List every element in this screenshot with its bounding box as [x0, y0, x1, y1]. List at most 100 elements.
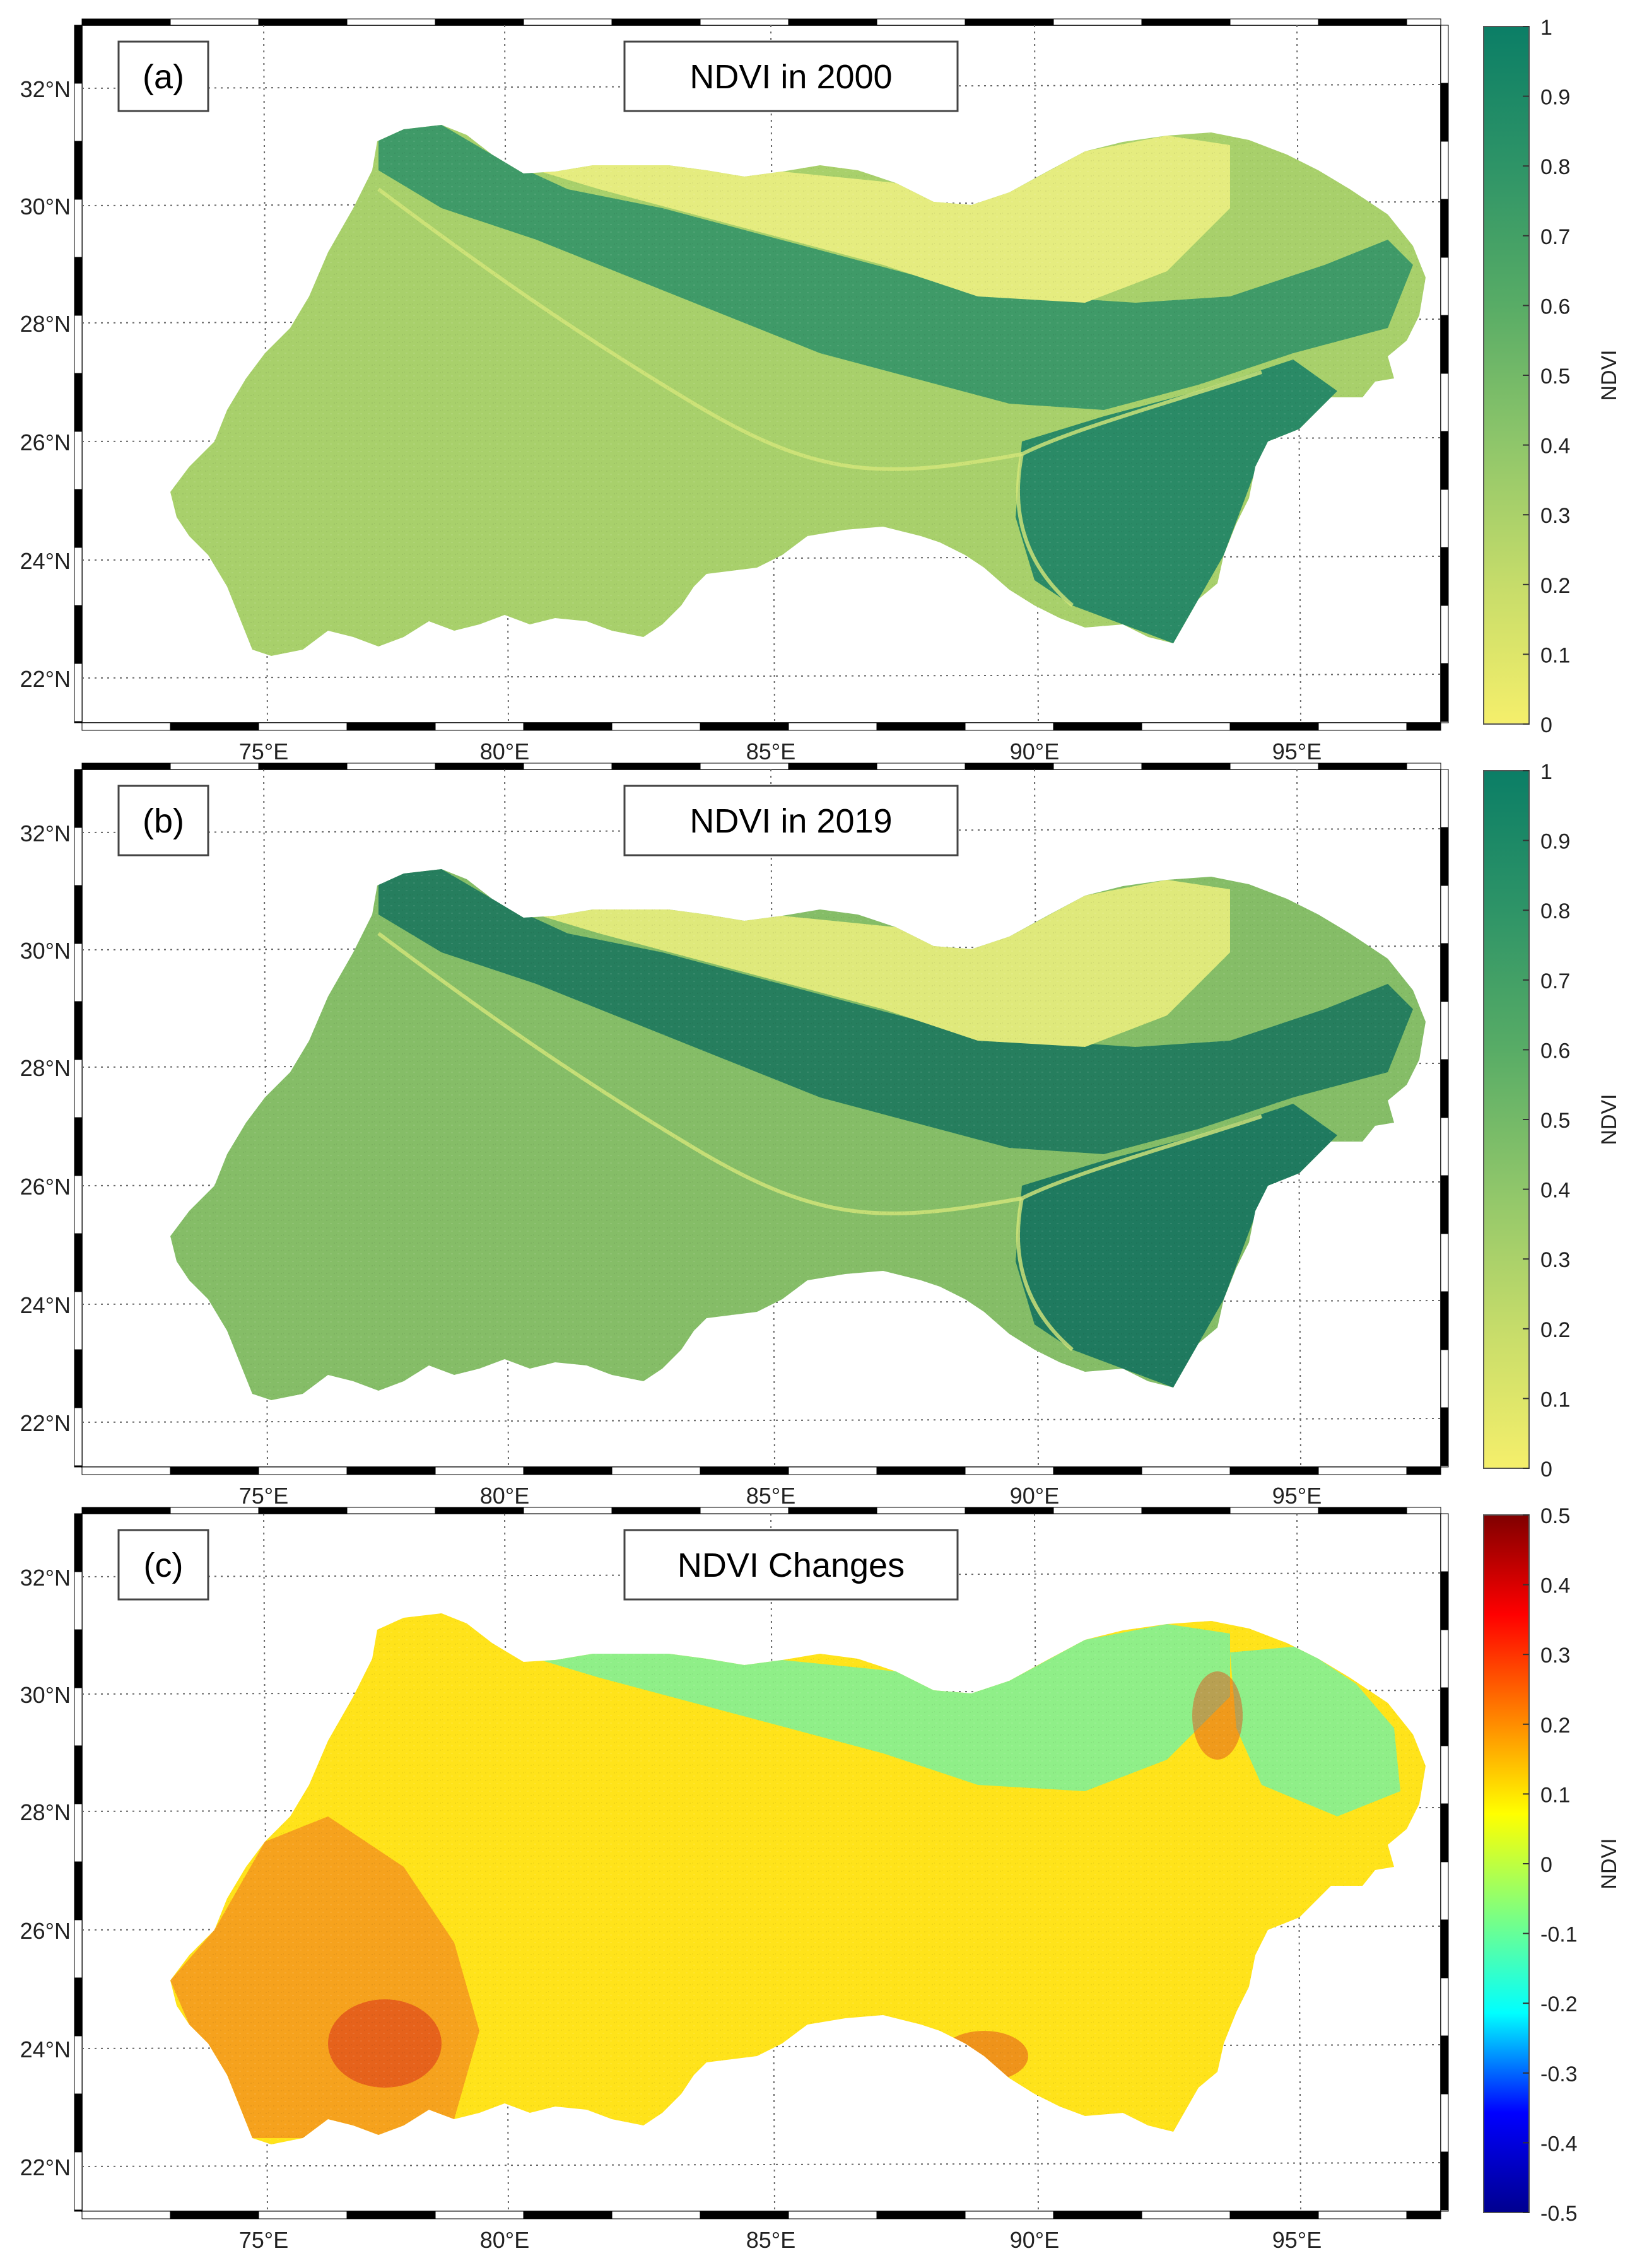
colorbar-label: NDVI — [1597, 349, 1621, 400]
lat-label: 30°N — [20, 194, 71, 219]
lon-label: 75°E — [239, 1483, 288, 1509]
frame-segment — [611, 1466, 701, 1475]
frame-segment — [74, 2151, 83, 2211]
panel-label-box-a: (a) — [117, 40, 209, 112]
gridline-lon — [770, 25, 775, 723]
colorbar-tick-label: 0.2 — [1540, 1318, 1570, 1342]
frame-segment — [1440, 2209, 1449, 2212]
colorbar-tick-label: 0.5 — [1540, 1504, 1570, 1528]
frame-segment — [876, 2211, 966, 2219]
frame-segment — [74, 1977, 83, 2037]
colorbar-tick-label: 0.7 — [1540, 969, 1570, 993]
frame-segment — [435, 18, 524, 26]
frame-segment — [700, 18, 789, 26]
lon-labels-a: 75°E 80°E 85°E 90°E 95°E — [239, 739, 1322, 764]
frame-segment — [788, 722, 877, 731]
lat-label: 22°N — [20, 1410, 71, 1436]
frame-segment — [1440, 769, 1449, 828]
frame-segment — [1440, 1571, 1449, 1630]
frame-segment — [1440, 943, 1449, 1002]
frame-segment — [74, 1861, 83, 1920]
colorbar-tick-label: 0.6 — [1540, 295, 1570, 319]
frame-segment — [1318, 763, 1407, 770]
frame-segment — [611, 1507, 701, 1514]
lon-label: 90°E — [1010, 1483, 1059, 1509]
frame-segment — [1440, 721, 1449, 723]
frame-segment — [1229, 1507, 1319, 1514]
lat-label: 22°N — [20, 666, 71, 692]
frame-segment — [611, 2211, 701, 2219]
frame-segment — [74, 1919, 83, 1979]
frame-segment — [74, 721, 83, 723]
frame-segment — [74, 1175, 83, 1234]
frame-segment — [1440, 1977, 1449, 2037]
frame-segment — [1053, 2211, 1142, 2219]
frame-segment — [1229, 2211, 1319, 2219]
frame-segment — [1440, 827, 1449, 886]
frame-segment — [1406, 722, 1441, 731]
frame-segment — [1440, 1687, 1449, 1746]
colorbar-gradient — [1483, 1514, 1530, 2213]
frame-segment — [435, 1507, 524, 1514]
lat-label: 32°N — [20, 1565, 71, 1591]
lon-label: 85°E — [746, 739, 795, 764]
lat-label: 24°N — [20, 548, 71, 574]
frame-segment — [1141, 722, 1231, 731]
frame-segment — [965, 1466, 1054, 1475]
lon-label: 95°E — [1272, 739, 1322, 764]
frame-segment — [74, 373, 83, 432]
colorbar-tick-label: 0 — [1540, 1458, 1552, 1482]
frame-segment — [1440, 1059, 1449, 1118]
gridline-lon — [1296, 769, 1301, 1468]
lat-label: 30°N — [20, 938, 71, 964]
lat-label: 26°N — [20, 430, 71, 455]
frame-segment — [74, 2093, 83, 2153]
colorbar-tick-label: 0.7 — [1540, 225, 1570, 249]
lon-label: 80°E — [480, 2227, 529, 2253]
frame-segment — [965, 763, 1054, 770]
lat-label: 24°N — [20, 1292, 71, 1318]
gridline-lon — [770, 769, 775, 1468]
frame-segment — [74, 315, 83, 374]
frame-segment — [1440, 25, 1449, 84]
lat-label: 28°N — [20, 1055, 71, 1081]
frame-segment — [1440, 1513, 1449, 1572]
frame-segment — [1440, 1291, 1449, 1350]
frame-segment — [1318, 18, 1407, 26]
frame-segment — [74, 663, 83, 722]
frame-segment — [1440, 885, 1449, 944]
frame-segment — [170, 763, 259, 770]
frame-segment — [1141, 763, 1231, 770]
frame-segment — [1440, 1465, 1449, 1468]
frame-segment — [74, 1117, 83, 1176]
frame-segment — [1406, 2211, 1441, 2219]
frame-segment — [74, 431, 83, 490]
frame-segment — [435, 2211, 524, 2219]
frame-segment — [788, 1507, 877, 1514]
frame-segment — [74, 547, 83, 606]
frame-segment — [74, 141, 83, 200]
lon-label: 90°E — [1010, 739, 1059, 764]
frame-segment — [1440, 1745, 1449, 1804]
lat-label: 32°N — [20, 821, 71, 846]
frame-segment — [1318, 722, 1407, 731]
frame-segment — [1053, 18, 1142, 26]
frame-segment — [788, 18, 877, 26]
panel-title-box-a: NDVI in 2000 — [623, 40, 959, 112]
colorbar-tick-label: 0.1 — [1540, 1388, 1570, 1412]
frame-segment — [258, 1466, 348, 1475]
frame-segment — [1440, 83, 1449, 142]
frame-segment — [1406, 1507, 1441, 1514]
lat-labels-b: 22°N 24°N 26°N 28°N 30°N 32°N — [20, 821, 71, 1436]
colorbar-label: NDVI — [1597, 1838, 1621, 1889]
lon-label: 75°E — [239, 2227, 288, 2253]
frame-segment — [611, 763, 701, 770]
lon-labels-b: 75°E 80°E 85°E 90°E 95°E — [239, 1483, 1322, 1509]
panel-label-b: (b) — [143, 802, 184, 840]
lat-label: 24°N — [20, 2037, 71, 2062]
frame-segment — [523, 1466, 613, 1475]
frame-segment — [74, 943, 83, 1002]
frame-segment — [1053, 1466, 1142, 1475]
lon-label: 95°E — [1272, 2227, 1322, 2253]
frame-segment — [1141, 2211, 1231, 2219]
